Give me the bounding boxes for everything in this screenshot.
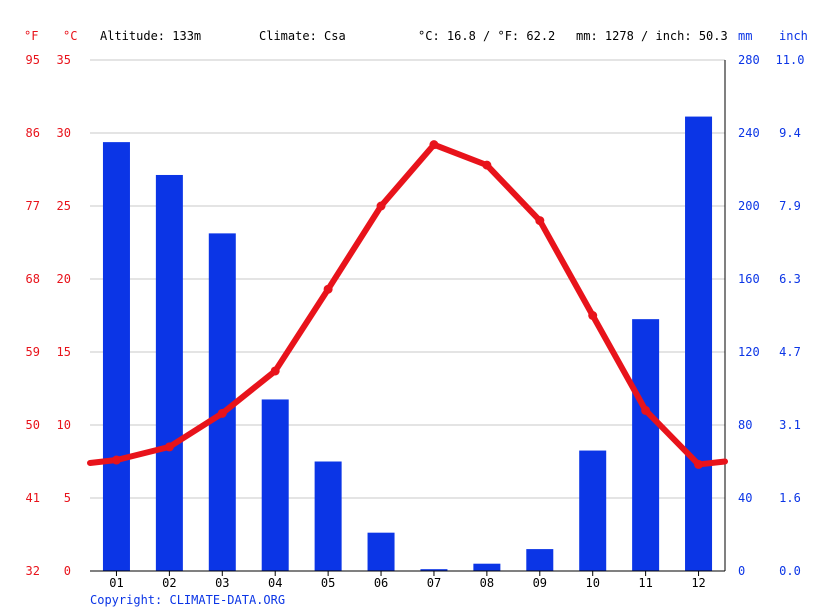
x-tick-label: 01: [109, 576, 123, 590]
climate-label: Climate: Csa: [259, 29, 346, 43]
tick-label-mm: 200: [738, 199, 760, 213]
tick-label-c: 10: [57, 418, 71, 432]
temp-point: [588, 311, 598, 320]
precip-bar: [579, 450, 607, 571]
tick-label-f: 77: [26, 199, 40, 213]
grid-lines: [90, 59, 725, 499]
tick-label-c: 5: [64, 491, 71, 505]
tick-label-c: 35: [57, 53, 71, 67]
tick-label-mm: 0: [738, 564, 745, 578]
temp-point: [482, 160, 492, 170]
precipitation-bars: [102, 116, 713, 571]
left-axis-ticks: 32 0 41 5 50 10 59 15 68 20 77 25 86 30 95 35: [26, 53, 71, 578]
tick-label-f: 86: [26, 126, 40, 140]
tick-label-inch: 3.1: [779, 418, 801, 432]
tick-label-inch: 11.0: [776, 53, 805, 67]
x-tick-label: 10: [585, 576, 599, 590]
precip-bar: [473, 563, 501, 571]
temp-point: [323, 284, 333, 294]
tick-label-f: 41: [26, 491, 40, 505]
tick-label-c: 20: [57, 272, 71, 286]
x-tick-label: 09: [533, 576, 547, 590]
precip-bar: [261, 399, 289, 571]
unit-f-label: °F: [24, 29, 38, 43]
tick-label-inch: 7.9: [779, 199, 801, 213]
temp-point: [376, 201, 386, 211]
temp-point: [535, 216, 545, 226]
temp-point: [270, 366, 280, 376]
temp-point: [694, 459, 704, 469]
x-tick-label: 12: [691, 576, 705, 590]
x-tick-label: 08: [480, 576, 494, 590]
copyright-label: Copyright: CLIMATE-DATA.ORG: [90, 593, 285, 607]
temp-point: [164, 442, 174, 452]
precip-bar: [685, 116, 713, 571]
tick-label-inch: 6.3: [779, 272, 801, 286]
tick-label-c: 30: [57, 126, 71, 140]
precip-bar: [632, 319, 660, 571]
tick-label-c: 15: [57, 345, 71, 359]
tick-label-inch: 1.6: [779, 491, 801, 505]
tick-label-mm: 160: [738, 272, 760, 286]
x-axis: 01 02 03 04 05 06 07 08 09 10 11 12: [90, 570, 725, 590]
precip-total-label: mm: 1278 / inch: 50.3: [576, 29, 728, 43]
temperature-polyline: [87, 141, 728, 468]
precip-bar: [420, 569, 448, 571]
tick-label-c: 0: [64, 564, 71, 578]
x-tick-label: 02: [162, 576, 176, 590]
tick-label-inch: 9.4: [779, 126, 801, 140]
tick-label-f: 68: [26, 272, 40, 286]
precip-bar: [102, 142, 130, 571]
precip-bar: [367, 532, 395, 571]
precip-bar: [526, 549, 554, 571]
temp-point: [217, 408, 227, 418]
temp-point: [111, 455, 121, 465]
tick-label-mm: 240: [738, 126, 760, 140]
x-tick-label: 06: [374, 576, 388, 590]
x-tick-label: 04: [268, 576, 282, 590]
x-tick-label: 07: [427, 576, 441, 590]
x-tick-label: 05: [321, 576, 335, 590]
altitude-label: Altitude: 133m: [100, 29, 201, 43]
temperature-line: [87, 140, 728, 469]
unit-inch-label: inch: [779, 29, 808, 43]
tick-label-mm: 280: [738, 53, 760, 67]
precip-bar: [208, 233, 236, 571]
tick-label-f: 59: [26, 345, 40, 359]
tick-label-mm: 120: [738, 345, 760, 359]
tick-label-mm: 40: [738, 491, 752, 505]
tick-label-inch: 0.0: [779, 564, 801, 578]
tick-label-f: 32: [26, 564, 40, 578]
tick-label-f: 95: [26, 53, 40, 67]
unit-mm-label: mm: [738, 29, 752, 43]
precip-bar: [314, 461, 342, 571]
tick-label-f: 50: [26, 418, 40, 432]
temp-point: [429, 140, 439, 150]
tick-label-inch: 4.7: [779, 345, 801, 359]
tick-label-c: 25: [57, 199, 71, 213]
x-tick-label: 11: [638, 576, 652, 590]
tick-label-mm: 80: [738, 418, 752, 432]
precip-bar: [155, 174, 183, 571]
unit-c-label: °C: [63, 29, 77, 43]
temp-point: [641, 405, 651, 415]
right-axis-ticks: 0 0.0 40 1.6 80 3.1 120 4.7 160 6.3 200 7.9 240 9.4 28…: [724, 53, 805, 578]
x-tick-label: 03: [215, 576, 229, 590]
temp-avg-label: °C: 16.8 / °F: 62.2: [418, 29, 555, 43]
